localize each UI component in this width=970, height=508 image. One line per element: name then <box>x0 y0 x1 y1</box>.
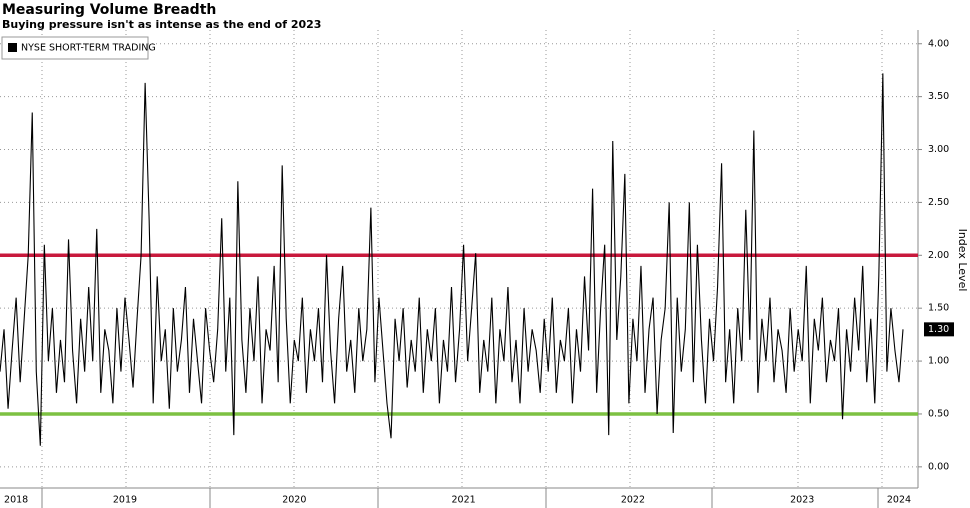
x-tick-label: 2023 <box>790 495 814 506</box>
x-tick-label: 2019 <box>113 495 137 506</box>
y-axis-label: Index Level <box>956 229 969 292</box>
y-tick-label: 1.00 <box>928 356 949 367</box>
legend-box <box>1 36 149 60</box>
y-tick-label: 0.00 <box>928 461 949 472</box>
data-line <box>0 73 904 446</box>
legend-label: NYSE SHORT-TERM TRADING <box>21 43 156 54</box>
x-tick-label: 2022 <box>621 495 645 506</box>
x-tick-label: 2021 <box>452 495 476 506</box>
y-tick-label: 0.50 <box>928 408 949 419</box>
last-value-label: 1.30 <box>928 324 949 335</box>
y-tick-label: 2.50 <box>928 197 949 208</box>
year-separators <box>41 488 879 508</box>
y-tick-label: 4.00 <box>928 38 949 49</box>
x-tick-label: 2020 <box>282 495 306 506</box>
x-tick-label: 2018 <box>4 495 28 506</box>
y-tick-label: 2.00 <box>928 250 949 261</box>
y-tick-label: 3.00 <box>928 144 949 155</box>
y-tick-label: 3.50 <box>928 91 949 102</box>
y-tick-label: 1.50 <box>928 303 949 314</box>
chart-subtitle: Buying pressure isn't as intense as the … <box>2 18 321 31</box>
legend: NYSE SHORT-TERM TRADING <box>1 36 156 60</box>
legend-swatch <box>8 43 17 52</box>
last-value-box <box>924 322 954 337</box>
chart-title: Measuring Volume Breadth <box>2 2 216 18</box>
x-tick-label: 2024 <box>887 495 911 506</box>
